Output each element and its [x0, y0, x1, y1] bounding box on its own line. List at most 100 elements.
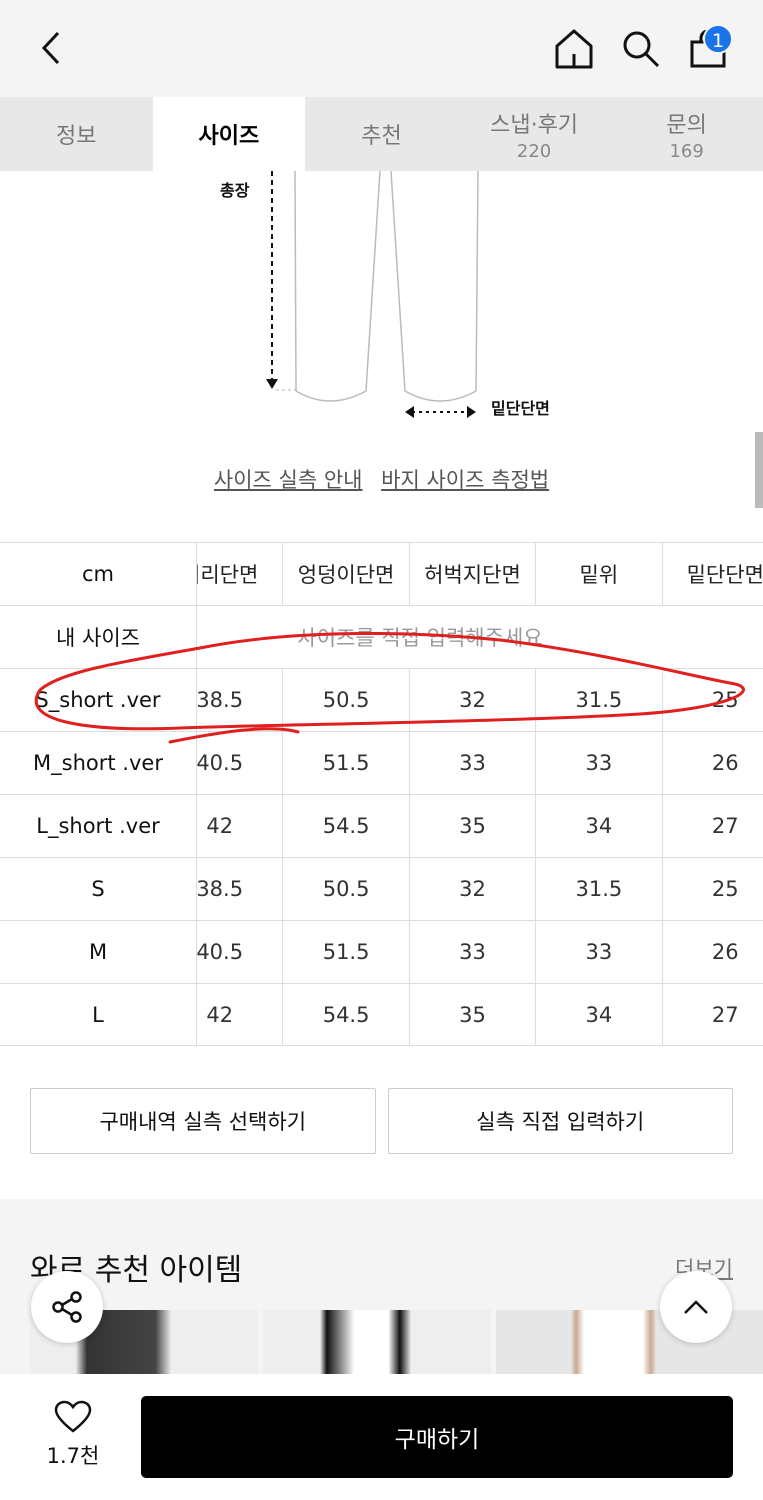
heart-icon	[54, 1400, 92, 1433]
size-value: 38.5	[197, 858, 284, 920]
guide-links: 사이즈 실측 안내 바지 사이즈 측정법	[0, 464, 763, 494]
column-header: 허벅지단면	[410, 543, 537, 605]
size-name: M	[0, 921, 197, 983]
size-value: 51.5	[283, 732, 410, 794]
size-value: 50.5	[283, 858, 410, 920]
size-value: 33	[410, 921, 537, 983]
scroll-top-button[interactable]	[660, 1271, 732, 1343]
bottom-bar: 1.7천 구매하기	[0, 1374, 763, 1500]
size-value: 25	[663, 669, 763, 731]
size-value: 38.5	[197, 669, 284, 731]
tab-recommend[interactable]: 추천	[305, 97, 458, 171]
size-value: 51.5	[283, 921, 410, 983]
size-value: 42	[197, 795, 284, 857]
table-scroll[interactable]: 42 54.5 35 34 27	[197, 795, 763, 857]
my-size-input[interactable]: 사이즈를 직접 입력해주세요	[297, 626, 543, 650]
tab-bar: 정보 사이즈 추천 스냅·후기 220 문의 169	[0, 97, 763, 171]
home-icon[interactable]	[554, 28, 594, 70]
unit-header: cm	[0, 543, 197, 605]
size-value: 42	[197, 984, 284, 1045]
top-bar: 1	[0, 0, 763, 97]
table-row: S 38.5 50.5 32 31.5 25	[0, 857, 763, 920]
my-size-label: 내 사이즈	[0, 606, 197, 668]
manual-input-button[interactable]: 실측 직접 입력하기	[387, 1088, 733, 1154]
size-value: 35	[410, 795, 537, 857]
tab-inquiry[interactable]: 문의 169	[610, 97, 763, 171]
product-thumbnail[interactable]	[263, 1310, 491, 1374]
size-table: cm 허리단면 엉덩이단면 허벅지단면 밑위 밑단단면 내 사이즈 사이즈를 직…	[0, 542, 763, 1046]
table-row: L 42 54.5 35 34 27	[0, 983, 763, 1046]
share-button[interactable]	[31, 1271, 103, 1343]
size-value: 25	[663, 858, 763, 920]
size-value: 50.5	[283, 669, 410, 731]
size-diagram: 총장 밑단단면	[0, 170, 763, 431]
length-label: 총장	[220, 181, 250, 200]
pants-illustration	[266, 170, 479, 418]
column-header: 허리단면	[197, 543, 284, 605]
tab-label: 사이즈	[198, 124, 260, 149]
tab-size[interactable]: 사이즈	[152, 97, 306, 171]
size-value: 32	[410, 669, 537, 731]
size-guide-link[interactable]: 사이즈 실측 안내	[213, 468, 363, 492]
table-header-row: cm 허리단면 엉덩이단면 허벅지단면 밑위 밑단단면	[0, 542, 763, 605]
scrollbar[interactable]	[755, 432, 763, 508]
like-count: 1.7천	[46, 1444, 100, 1468]
tab-snap-review[interactable]: 스냅·후기 220	[458, 97, 611, 171]
cart-badge: 1	[703, 24, 733, 54]
tab-label: 추천	[361, 124, 402, 149]
table-scroll[interactable]: 40.5 51.5 33 33 26	[197, 921, 763, 983]
size-value: 27	[663, 984, 763, 1045]
size-value: 33	[410, 732, 537, 794]
size-value: 32	[410, 858, 537, 920]
size-value: 33	[536, 732, 663, 794]
size-value: 33	[536, 921, 663, 983]
size-value: 27	[663, 795, 763, 857]
size-name: S_short .ver	[0, 669, 197, 731]
size-value: 31.5	[536, 669, 663, 731]
table-row: M 40.5 51.5 33 33 26	[0, 920, 763, 983]
size-value: 26	[663, 732, 763, 794]
share-icon	[52, 1291, 82, 1323]
table-row: L_short .ver 42 54.5 35 34 27	[0, 794, 763, 857]
table-row: S_short .ver 38.5 50.5 32 31.5 25	[0, 668, 763, 731]
table-scroll[interactable]: 38.5 50.5 32 31.5 25	[197, 669, 763, 731]
my-size-row[interactable]: 내 사이즈 사이즈를 직접 입력해주세요	[0, 605, 763, 668]
tab-label: 스냅·후기	[490, 112, 579, 138]
back-icon[interactable]	[38, 30, 66, 66]
recommend-section: 와르 추천 아이템 더보기	[0, 1199, 763, 1374]
tab-info[interactable]: 정보	[0, 97, 153, 171]
search-icon[interactable]	[621, 29, 661, 69]
size-value: 40.5	[197, 921, 284, 983]
table-scroll[interactable]: 38.5 50.5 32 31.5 25	[197, 858, 763, 920]
size-value: 34	[536, 795, 663, 857]
hem-label: 밑단단면	[491, 399, 550, 418]
buy-button[interactable]: 구매하기	[141, 1396, 733, 1478]
size-value: 26	[663, 921, 763, 983]
size-name: L	[0, 984, 197, 1045]
size-value: 54.5	[283, 984, 410, 1045]
table-row: M_short .ver 40.5 51.5 33 33 26	[0, 731, 763, 794]
like-button[interactable]: 1.7천	[40, 1400, 106, 1470]
tab-count: 220	[516, 140, 552, 162]
size-value: 40.5	[197, 732, 284, 794]
size-value: 54.5	[283, 795, 410, 857]
size-action-buttons: 구매내역 실측 선택하기 실측 직접 입력하기	[30, 1088, 733, 1154]
tab-label: 정보	[56, 124, 97, 149]
column-header: 엉덩이단면	[283, 543, 410, 605]
column-header: 밑단단면	[663, 543, 763, 605]
column-header: 밑위	[536, 543, 663, 605]
size-name: L_short .ver	[0, 795, 197, 857]
size-name: S	[0, 858, 197, 920]
size-name: M_short .ver	[0, 732, 197, 794]
size-value: 34	[536, 984, 663, 1045]
table-scroll[interactable]: 허리단면 엉덩이단면 허벅지단면 밑위 밑단단면	[197, 543, 763, 605]
size-value: 31.5	[536, 858, 663, 920]
table-scroll[interactable]: 42 54.5 35 34 27	[197, 984, 763, 1045]
measure-guide-link[interactable]: 바지 사이즈 측정법	[381, 468, 550, 492]
select-purchase-history-button[interactable]: 구매내역 실측 선택하기	[30, 1088, 376, 1154]
tab-label: 문의	[666, 112, 707, 138]
tab-count: 169	[669, 140, 704, 162]
chevron-up-icon	[684, 1300, 708, 1314]
size-value: 35	[410, 984, 537, 1045]
table-scroll[interactable]: 40.5 51.5 33 33 26	[197, 732, 763, 794]
